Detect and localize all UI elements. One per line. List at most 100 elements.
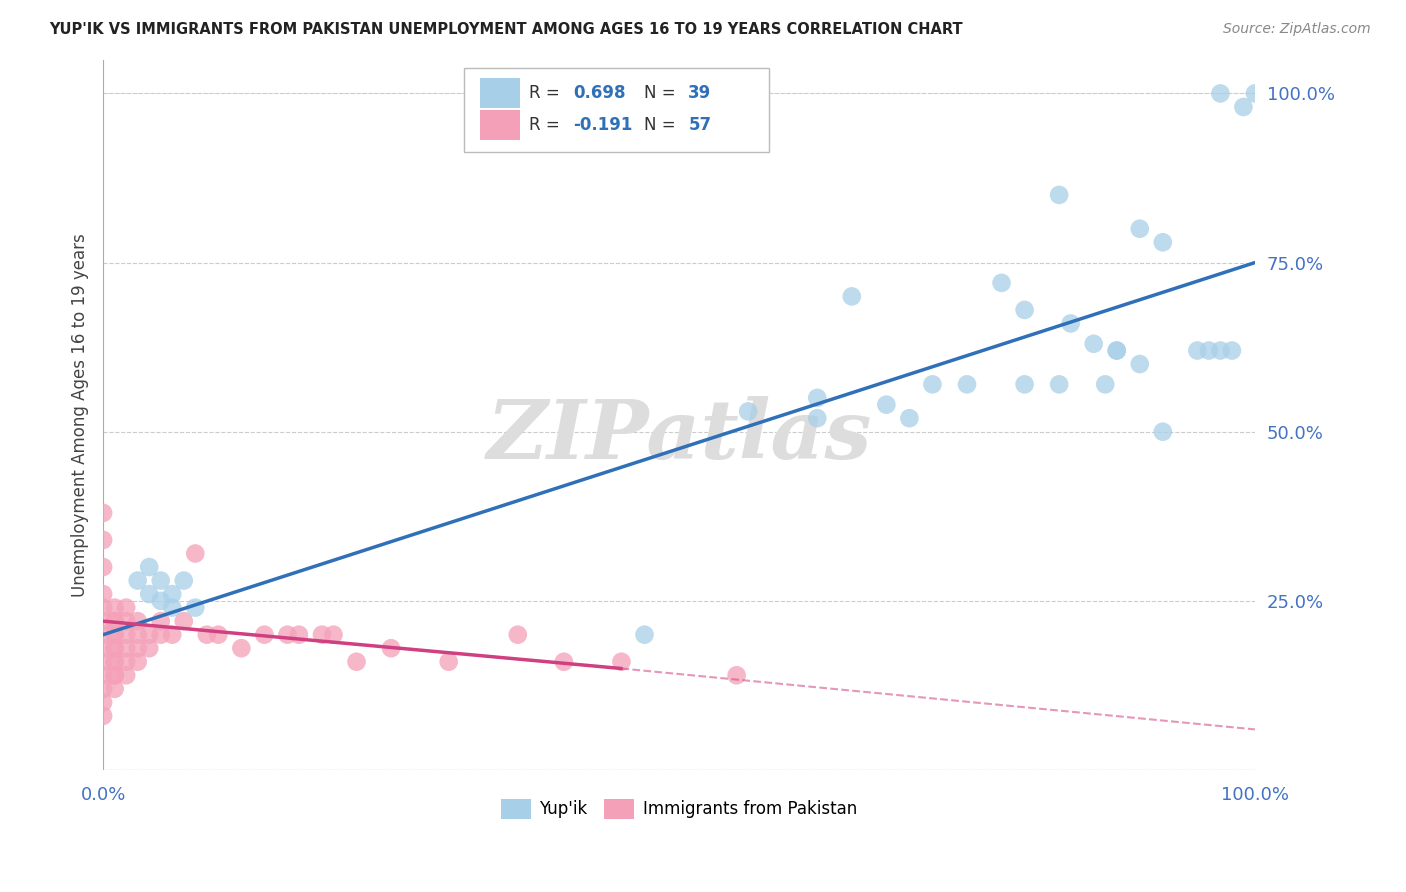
Text: R =: R = bbox=[529, 84, 565, 102]
Point bbox=[553, 655, 575, 669]
Point bbox=[346, 655, 368, 669]
Text: R =: R = bbox=[529, 116, 565, 134]
Point bbox=[1047, 188, 1070, 202]
Point bbox=[138, 560, 160, 574]
Point bbox=[149, 614, 172, 628]
Point bbox=[115, 600, 138, 615]
Point bbox=[207, 628, 229, 642]
Point bbox=[231, 641, 253, 656]
Point bbox=[1014, 302, 1036, 317]
Point bbox=[1129, 221, 1152, 235]
Point bbox=[115, 641, 138, 656]
Point bbox=[91, 655, 114, 669]
Point bbox=[173, 614, 195, 628]
Point bbox=[138, 641, 160, 656]
Point bbox=[898, 411, 921, 425]
Point bbox=[91, 506, 114, 520]
Text: N =: N = bbox=[644, 116, 682, 134]
Point bbox=[1198, 343, 1220, 358]
Point bbox=[104, 614, 127, 628]
Point bbox=[276, 628, 298, 642]
Point bbox=[138, 587, 160, 601]
Text: ZIPatlas: ZIPatlas bbox=[486, 396, 872, 476]
Text: -0.191: -0.191 bbox=[574, 116, 633, 134]
Point bbox=[91, 695, 114, 709]
Point bbox=[127, 655, 149, 669]
Point bbox=[91, 560, 114, 574]
Point bbox=[115, 628, 138, 642]
Point bbox=[184, 600, 207, 615]
Point bbox=[127, 641, 149, 656]
Point bbox=[104, 628, 127, 642]
Point bbox=[725, 668, 748, 682]
Point bbox=[1059, 317, 1081, 331]
Point bbox=[104, 641, 127, 656]
Point bbox=[1152, 235, 1174, 250]
Y-axis label: Unemployment Among Ages 16 to 19 years: Unemployment Among Ages 16 to 19 years bbox=[72, 233, 89, 597]
Point bbox=[737, 404, 759, 418]
Point bbox=[104, 655, 127, 669]
Point bbox=[91, 709, 114, 723]
Text: YUP'IK VS IMMIGRANTS FROM PAKISTAN UNEMPLOYMENT AMONG AGES 16 TO 19 YEARS CORREL: YUP'IK VS IMMIGRANTS FROM PAKISTAN UNEMP… bbox=[49, 22, 963, 37]
Point bbox=[1152, 425, 1174, 439]
Point bbox=[195, 628, 218, 642]
Point bbox=[1187, 343, 1209, 358]
Text: 57: 57 bbox=[689, 116, 711, 134]
Point bbox=[633, 628, 655, 642]
Point bbox=[380, 641, 402, 656]
Point bbox=[104, 628, 127, 642]
FancyBboxPatch shape bbox=[464, 68, 769, 152]
Point bbox=[115, 655, 138, 669]
Point bbox=[1105, 343, 1128, 358]
Point bbox=[127, 574, 149, 588]
Point bbox=[104, 614, 127, 628]
Point bbox=[91, 587, 114, 601]
Point bbox=[173, 574, 195, 588]
Point bbox=[1014, 377, 1036, 392]
Point bbox=[1047, 377, 1070, 392]
Point bbox=[162, 628, 184, 642]
Point bbox=[91, 614, 114, 628]
Text: Source: ZipAtlas.com: Source: ZipAtlas.com bbox=[1223, 22, 1371, 37]
Point bbox=[1209, 87, 1232, 101]
Point bbox=[104, 655, 127, 669]
Point bbox=[1220, 343, 1243, 358]
Point bbox=[115, 668, 138, 682]
Point bbox=[1244, 87, 1267, 101]
Point bbox=[91, 628, 114, 642]
Point bbox=[91, 533, 114, 547]
Point bbox=[127, 628, 149, 642]
Point bbox=[1129, 357, 1152, 371]
Point bbox=[288, 628, 311, 642]
Point bbox=[149, 594, 172, 608]
Point bbox=[990, 276, 1012, 290]
Point bbox=[437, 655, 460, 669]
FancyBboxPatch shape bbox=[479, 110, 520, 140]
Point bbox=[1083, 336, 1105, 351]
Point bbox=[875, 398, 897, 412]
Point bbox=[806, 411, 828, 425]
Point bbox=[311, 628, 333, 642]
Point bbox=[149, 628, 172, 642]
Point bbox=[91, 681, 114, 696]
Point bbox=[184, 547, 207, 561]
Point bbox=[104, 681, 127, 696]
Text: 0.698: 0.698 bbox=[574, 84, 626, 102]
Point bbox=[104, 641, 127, 656]
Point bbox=[506, 628, 529, 642]
Point bbox=[127, 614, 149, 628]
Point bbox=[1209, 343, 1232, 358]
Point bbox=[162, 600, 184, 615]
Point bbox=[91, 641, 114, 656]
Point bbox=[138, 628, 160, 642]
Point bbox=[1232, 100, 1254, 114]
Point bbox=[806, 391, 828, 405]
Point bbox=[1094, 377, 1116, 392]
Point bbox=[1105, 343, 1128, 358]
Point bbox=[921, 377, 943, 392]
Point bbox=[91, 668, 114, 682]
Point bbox=[91, 600, 114, 615]
Point bbox=[104, 600, 127, 615]
Text: N =: N = bbox=[644, 84, 682, 102]
Text: 39: 39 bbox=[689, 84, 711, 102]
